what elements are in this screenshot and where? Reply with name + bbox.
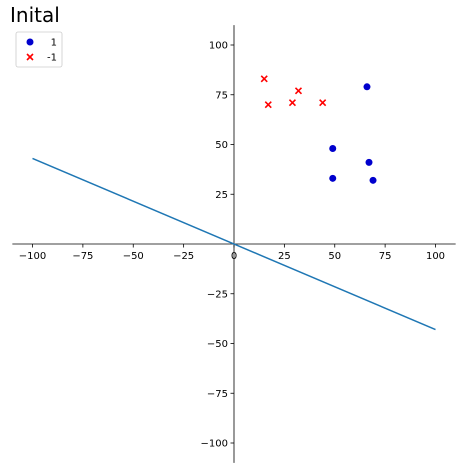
y-tick-label: 75 xyxy=(215,90,228,101)
x-tick-label: 100 xyxy=(426,251,445,262)
legend: 1-1 xyxy=(15,31,63,68)
x-tick-label: −50 xyxy=(123,251,144,262)
legend-label: -1 xyxy=(47,53,57,64)
decision-lines xyxy=(32,157,436,331)
point-negative xyxy=(319,99,327,107)
point-positive xyxy=(363,83,371,91)
y-tick-label: −100 xyxy=(201,439,228,450)
point-negative xyxy=(288,99,297,107)
separator-line xyxy=(32,157,436,331)
legend-label: 1 xyxy=(51,38,57,49)
y-tick-label: 25 xyxy=(215,190,228,201)
y-tick-label: −25 xyxy=(207,289,228,300)
point-positive xyxy=(329,144,337,152)
y-tick-label: 100 xyxy=(209,41,228,52)
x-tick-label: 75 xyxy=(379,251,392,262)
legend-marker xyxy=(26,38,34,46)
chart-title: Inital xyxy=(10,3,60,27)
point-negative xyxy=(260,75,268,83)
ticks: −100 −75 −50 −25 0 25 50 75 100 −100 −75 −50 −25 25 50… xyxy=(19,41,445,450)
point-positive xyxy=(369,176,377,184)
y-tick-label: 50 xyxy=(215,140,228,151)
x-tick-label: 25 xyxy=(278,251,291,262)
point-positive xyxy=(365,158,373,166)
x-tick-label: −100 xyxy=(19,251,46,262)
legend-marker xyxy=(26,53,34,61)
x-tick-label: −25 xyxy=(173,251,194,262)
point-negative xyxy=(264,101,272,109)
x-tick-label: −75 xyxy=(72,251,93,262)
x-tick-label: 50 xyxy=(328,251,341,262)
y-tick-label: −50 xyxy=(207,339,228,350)
point-negative xyxy=(294,87,303,95)
point-positive xyxy=(329,174,337,182)
x-tick-label: 0 xyxy=(231,251,237,262)
data-points xyxy=(260,75,377,184)
y-tick-label: −75 xyxy=(207,389,228,400)
